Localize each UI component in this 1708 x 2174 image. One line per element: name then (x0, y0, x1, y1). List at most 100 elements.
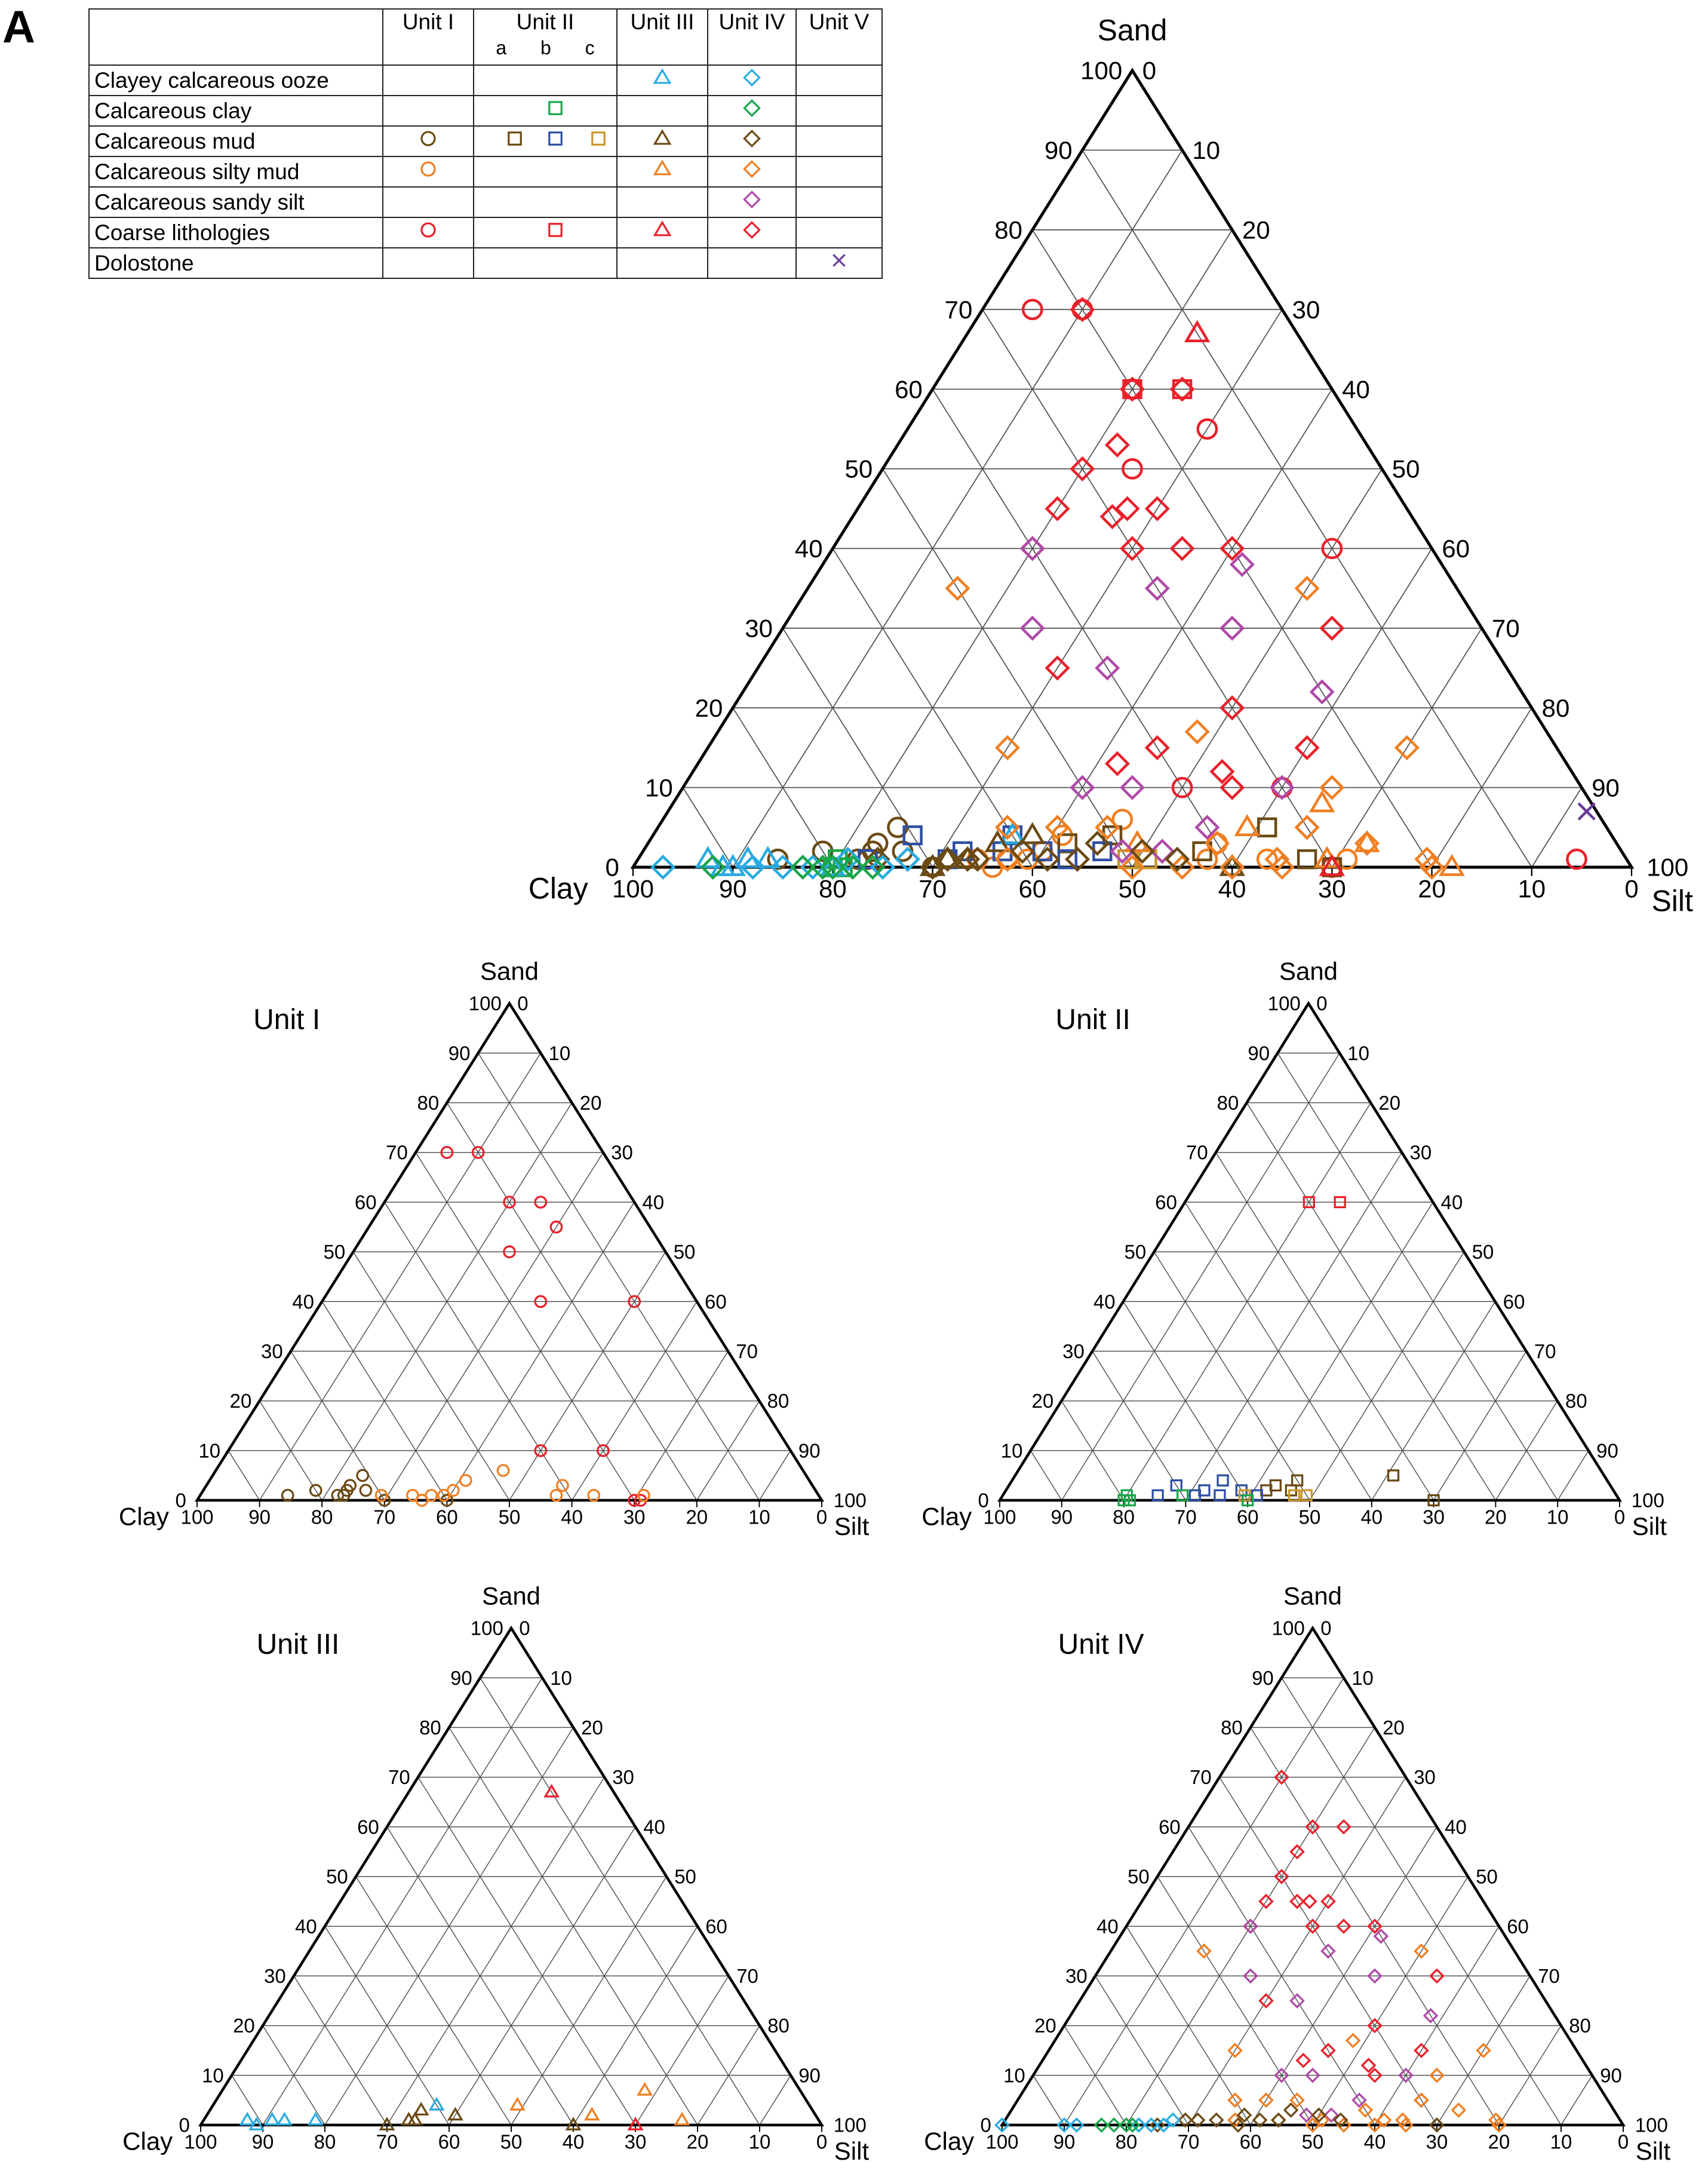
legend-symbol-cell (473, 217, 618, 248)
tick-label-clay: 30 (1318, 874, 1346, 902)
grid-line (1433, 1351, 1527, 1501)
marker-dia-orange (743, 160, 761, 178)
tick-label-clay: 20 (1485, 1506, 1507, 1528)
marker-dia-red (1305, 1918, 1320, 1935)
tick-label-silt: 0 (517, 993, 528, 1015)
grid-line (386, 1777, 605, 2126)
marker-dia-purple (1373, 1929, 1389, 1944)
legend-symbol-cell (473, 65, 618, 96)
grid-line (259, 1052, 541, 1501)
marker-cir-orange (447, 1484, 460, 1497)
axis-title-silt: Silt (1632, 1512, 1667, 1540)
legend-symbol-svg (548, 101, 563, 115)
tick-label-silt: 70 (1534, 1340, 1556, 1362)
legend-lithology-name: Coarse lithologies (88, 217, 383, 248)
marker-dia-brown (743, 130, 761, 148)
tick-label-silt: 80 (1542, 694, 1570, 722)
tick-label-sand: 20 (1031, 1390, 1053, 1412)
legend-header-row: Unit I Unit II a b c Unit III Unit IV Un… (88, 8, 883, 66)
marker-cir-brown (359, 1484, 373, 1497)
grid-line (932, 309, 1283, 868)
tick-label-sand: 40 (795, 535, 823, 563)
marker-dia-purple (1194, 815, 1220, 840)
marker-dia-orange (1414, 2092, 1429, 2108)
marker-cir-red (420, 222, 436, 238)
marker-dia-blue (770, 854, 795, 880)
tick-label-clay: 40 (1360, 1506, 1383, 1528)
tick-label-clay: 50 (1299, 1506, 1321, 1528)
tick-label-silt: 20 (1383, 1717, 1405, 1739)
tick-label-clay: 60 (436, 1506, 458, 1528)
grid-line (1309, 1251, 1465, 1501)
grid-line (982, 309, 1333, 868)
tick-label-sand: 30 (264, 1965, 286, 1987)
tick-label-clay: 30 (625, 2131, 647, 2153)
legend-symbol-cell (707, 217, 797, 248)
tick-label-sand: 90 (1248, 1042, 1270, 1064)
marker-dia-brown (964, 846, 990, 872)
marker-dia-red (1070, 456, 1095, 482)
legend-lithology-name: Calcareous mud (88, 125, 383, 157)
tick-label-sand: 70 (388, 1766, 410, 1788)
marker-dia-purple (1305, 2067, 1320, 2083)
tick-label-silt: 40 (1445, 1816, 1467, 1838)
legend-header-unit-2: Unit II a b c (473, 8, 618, 66)
marker-dia-purple (1309, 679, 1335, 705)
marker-dia-purple (1119, 775, 1145, 800)
legend-header-unit-5: Unit V (795, 8, 883, 66)
grid-line (321, 1301, 448, 1501)
grid-line (571, 1301, 698, 1501)
marker-dia-blue (1068, 2117, 1085, 2133)
marker-tri-blue (239, 2111, 256, 2126)
marker-tri-orange (653, 159, 672, 176)
marker-dia-purple (1019, 536, 1045, 561)
tick-label-silt: 70 (736, 1340, 758, 1362)
legend-symbol-cell (707, 65, 797, 96)
legend-lithology-name: Clayey calcareous ooze (88, 65, 383, 96)
marker-dia-red (1294, 735, 1320, 760)
marker-dia-orange (1394, 2112, 1411, 2128)
tick-label-silt: 70 (1538, 1965, 1560, 1987)
marker-sq-navy (902, 825, 923, 846)
marker-dia-purple (1144, 576, 1170, 601)
tick-label-sand: 80 (994, 216, 1022, 244)
tick-label-sand: 100 (469, 993, 502, 1015)
legend-symbol-svg (548, 223, 563, 237)
marker-dia-purple (1298, 2107, 1314, 2123)
marker-sq-green (548, 101, 563, 115)
marker-dia-orange (1345, 2032, 1361, 2049)
tick-label-silt: 30 (1414, 1766, 1436, 1788)
legend-symbol-cell (707, 95, 797, 127)
legend-symbol-cell (795, 156, 883, 188)
legend-symbol-cell (616, 156, 708, 188)
tick-label-sand: 30 (261, 1340, 283, 1362)
grid-line (290, 1351, 385, 1501)
ternary-chart-2: 100 90 80 70 60 50 40 30 20 10 0010203040506070809… (921, 957, 1667, 1540)
tick-label-clay: 90 (252, 2131, 274, 2153)
tick-label-clay: 100 (184, 2131, 217, 2153)
panel-label: A (2, 2, 35, 53)
marker-sq-brown (1427, 1494, 1440, 1507)
legend-symbol-svg (833, 254, 846, 267)
grid-line (1185, 1152, 1402, 1501)
marker-dia-red (1114, 496, 1140, 521)
tick-label-silt: 40 (1342, 375, 1370, 403)
legend-symbol-svg (420, 161, 436, 177)
axis-title-sand: Sand (1279, 957, 1338, 985)
legend-symbol-svg (743, 69, 761, 87)
legend-subunits: a b c (479, 37, 612, 59)
marker-dia-purple (1367, 1968, 1383, 1984)
legend-symbol-cell (473, 186, 618, 218)
marker-dia-purple (1269, 775, 1295, 800)
grid-line (732, 707, 834, 868)
tick-label-sand: 40 (292, 1291, 314, 1313)
marker-dia-red (1295, 2053, 1311, 2068)
tick-label-clay: 70 (1178, 2131, 1200, 2153)
legend-symbol-svg (653, 220, 672, 237)
marker-tri-orange (583, 2107, 600, 2121)
legend-symbol-cell (616, 125, 708, 157)
tick-label-silt: 30 (1410, 1141, 1432, 1163)
marker-dia-brown (1252, 2112, 1268, 2128)
tick-label-sand: 60 (355, 1191, 377, 1213)
tick-label-clay: 10 (1550, 2131, 1572, 2153)
